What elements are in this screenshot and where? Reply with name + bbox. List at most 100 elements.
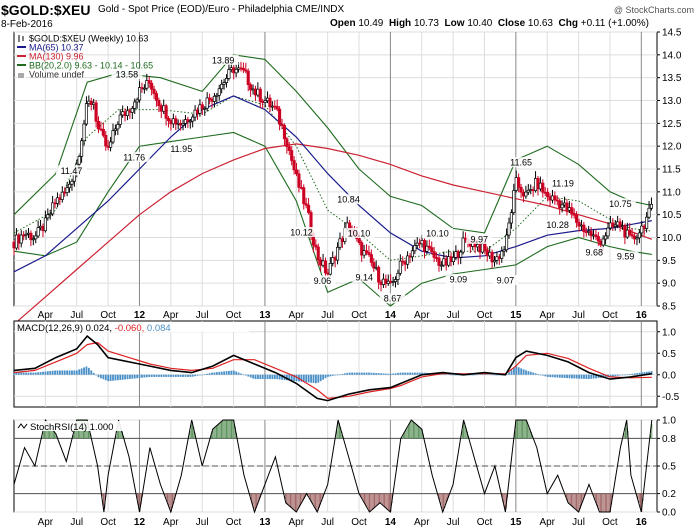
- candle-up: [133, 101, 137, 109]
- candle-up: [616, 221, 620, 226]
- macd-hist-bar: [527, 371, 530, 375]
- candle-up: [237, 67, 241, 70]
- stoch-overbought-fill: [192, 421, 194, 439]
- candle-up: [420, 240, 424, 245]
- candle-down: [435, 257, 439, 259]
- candle-down: [292, 160, 296, 171]
- stoch-xtick-label: Oct: [351, 517, 367, 528]
- macd-hist-bar: [165, 374, 168, 377]
- candle-up: [220, 83, 224, 90]
- macd-hist-bar: [44, 371, 47, 375]
- macd-hist-bar: [68, 370, 71, 375]
- stoch-overbought-fill: [465, 427, 467, 439]
- stoch-overbought-fill: [517, 420, 519, 439]
- stoch-oversold-fill: [370, 493, 372, 512]
- price-xtick-label: Jul: [70, 310, 83, 321]
- macd-hist-bar: [138, 374, 141, 378]
- candle-up: [538, 182, 542, 190]
- macd-hist-bar: [648, 371, 651, 375]
- stoch-oversold-fill: [438, 493, 439, 496]
- candle-down: [244, 69, 248, 72]
- stoch-overbought-fill: [72, 434, 74, 439]
- price-annotation-bg: [492, 274, 519, 285]
- macd-hist-bar: [334, 374, 337, 376]
- macd-hist-bar: [264, 374, 267, 380]
- stoch-overbought-fill: [650, 434, 651, 439]
- price-ytick-label: 11.5: [662, 165, 681, 176]
- candle-up: [191, 116, 195, 122]
- macd-hist-bar: [517, 367, 520, 375]
- stoch-overbought-fill: [524, 420, 526, 439]
- macd-hist-bar: [397, 372, 399, 375]
- macd-hist-bar: [534, 373, 537, 375]
- candle-down: [169, 120, 173, 125]
- stoch-oversold-fill: [381, 493, 383, 505]
- candle-up: [48, 213, 52, 216]
- price-xtick-label: 12: [134, 310, 146, 321]
- price-annotation: 11.95: [170, 144, 192, 154]
- stoch-overbought-fill: [75, 424, 77, 439]
- candle-up: [476, 244, 480, 248]
- candle-up: [454, 251, 458, 258]
- candle-up: [203, 107, 207, 110]
- macd-hist-bar: [474, 374, 477, 376]
- stoch-ytick-label: 0.2: [662, 489, 676, 500]
- stoch-overbought-fill: [412, 421, 414, 439]
- candle-up: [51, 202, 55, 215]
- candle-down: [104, 135, 108, 147]
- stoch-oversold-fill: [601, 493, 603, 512]
- candle-down: [304, 203, 308, 206]
- macd-hist-bar: [578, 374, 581, 379]
- price-legend-entry: MA(130) 9.96: [29, 52, 84, 62]
- stoch-oversold-fill: [609, 493, 611, 512]
- price-xtick-label: Jul: [321, 310, 334, 321]
- stoch-oversold-fill: [296, 493, 298, 512]
- candle-down: [418, 242, 422, 245]
- candle-up: [31, 238, 35, 241]
- stoch-overbought-fill: [228, 420, 230, 439]
- macd-hist-bar: [368, 372, 370, 375]
- ohlc-readout: Open 10.49 High 10.73 Low 10.40 Close 10…: [330, 18, 649, 29]
- candle-down: [367, 252, 371, 255]
- candle-down: [164, 105, 168, 119]
- price-legend-bg: [17, 35, 26, 42]
- macd-hist-bar: [537, 374, 539, 375]
- candle-up: [649, 203, 654, 209]
- macd-hist-bar: [628, 374, 631, 375]
- macd-hist-bar: [406, 372, 409, 375]
- stoch-overbought-fill: [514, 431, 516, 439]
- macd-hist-bar: [184, 374, 187, 377]
- stoch-ytick-label: 0.5: [662, 462, 676, 473]
- candle-up: [19, 234, 23, 244]
- price-legend-entry: Volume undef: [29, 70, 85, 80]
- candle-up: [256, 88, 260, 96]
- macd-hist-bar: [585, 374, 588, 379]
- candle-up: [393, 279, 398, 282]
- stoch-xtick-label: Jul: [572, 517, 585, 528]
- candle-up: [265, 97, 270, 102]
- macd-hist-bar: [186, 374, 189, 377]
- stoch-oversold-fill: [167, 493, 168, 503]
- price-legend-entry: MA(65) 10.37: [29, 43, 84, 53]
- macd-hist-bar: [114, 374, 117, 381]
- candle-up: [512, 190, 516, 213]
- candle-up: [579, 224, 583, 227]
- stoch-oversold-fill: [594, 493, 596, 500]
- candle-up: [224, 78, 229, 84]
- stoch-oversold-fill: [372, 493, 374, 510]
- candle-up: [118, 114, 122, 125]
- macd-hist-bar: [27, 372, 30, 375]
- stoch-oversold-fill: [503, 493, 505, 503]
- macd-hist-bar: [319, 374, 322, 382]
- candle-up: [396, 272, 400, 280]
- price-annotation: 10.12: [290, 228, 313, 238]
- stoch-oversold-fill: [172, 493, 173, 508]
- macd-ytick-label: -0.5: [662, 392, 680, 403]
- candle-up: [550, 195, 555, 201]
- price-xtick-label: Apr: [289, 310, 305, 321]
- candle-down: [483, 243, 487, 251]
- candle-down: [152, 88, 156, 94]
- candle-down: [106, 145, 110, 148]
- price-ytick-label: 10.5: [662, 210, 682, 221]
- stoch-oversold-fill: [168, 493, 170, 506]
